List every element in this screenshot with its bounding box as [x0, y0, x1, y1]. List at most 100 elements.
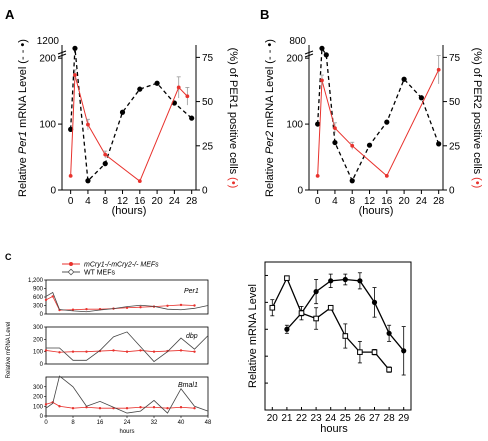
subpanel-per1-title: Per1 — [184, 288, 199, 295]
subpanel-2-y-tick-label-3: 300 — [33, 385, 44, 391]
subpanel-1-series-0-line — [45, 350, 195, 353]
chart-b-y-right-tick-label-3: 75 — [449, 53, 461, 64]
chart-b-series-mrna-line — [316, 46, 440, 183]
subpanel-1-series-0-point-2 — [71, 350, 75, 353]
subpanel-0-y-tick-label-3: 900 — [33, 287, 44, 293]
chart-c-right-series-0-point-8 — [401, 348, 407, 354]
chart-a-positive-cells-point-2 — [86, 122, 90, 127]
chart-c-right-x-tick-label-0: 20 — [267, 413, 279, 424]
chart-c-right-x-tick-label-5: 25 — [340, 413, 352, 424]
chart-a-axis-break-2 — [57, 53, 67, 58]
chart-c-right-series-0-point-2 — [313, 289, 319, 295]
chart-a-positive-cells-point-6 — [185, 94, 190, 99]
chart-b-mrna-point-3 — [332, 139, 338, 146]
chart-a-x-tick-label-0: 0 — [68, 196, 74, 207]
subpanel-2-series-0-point-4 — [85, 406, 88, 409]
chart-c-left: mCry1-/-mCry2-/- MEFs WT MEFs Per1 dbp B… — [6, 262, 212, 436]
legend-label-cry: mCry1-/-mCry2-/- MEFs — [84, 262, 159, 269]
chart-b-mrna-point-0 — [315, 121, 321, 127]
subpanel-2-y-tick-label-2: 200 — [33, 395, 44, 401]
chart-b-mrna-point-1 — [319, 45, 325, 51]
chart-c-right-series-1-point-7 — [371, 349, 378, 355]
chart-a-y-break-label: 1200 — [37, 36, 60, 47]
chart-c-right-series-1-point-0 — [269, 304, 276, 311]
chart-a-positive-cells-point-0 — [68, 173, 73, 178]
subpanel-1-series-0-point-8 — [152, 350, 156, 353]
chart-a-y-tick-label-2: 200 — [39, 54, 56, 65]
chart-a-mrna-point-8 — [189, 115, 195, 121]
chart-b-mrna-point-4 — [349, 178, 355, 184]
chart-a-x-tick-label-5: 20 — [152, 196, 164, 207]
chart-a-mrna-point-0 — [68, 126, 74, 132]
chart-b-y-label-left: Relative Per2 mRNA Level(- - •) — [264, 39, 276, 197]
chart-c-right-series-1-point-1 — [284, 275, 290, 281]
subpanel-1-series-0-point-0 — [44, 349, 48, 352]
chart-b-y-right-tick-label-0: 0 — [449, 186, 455, 197]
chart-c-right-x-tick-label-4: 24 — [325, 413, 337, 424]
subpanel-0-y-tick-label-2: 600 — [33, 295, 44, 301]
panel-label-b: B — [260, 7, 269, 22]
subpanel-0-series-0-point-0 — [44, 298, 48, 302]
subpanel-2-series-0-point-3 — [71, 407, 75, 410]
chart-c-right-x-tick-label-2: 22 — [296, 413, 308, 424]
chart-a-axis-break-1 — [57, 50, 67, 55]
chart-a-x-tick-label-7: 28 — [186, 196, 198, 207]
subpanel-2-series-0-point-0 — [44, 403, 48, 406]
chart-b-y-break-label: 800 — [289, 36, 306, 47]
chart-b-mrna-point-7 — [401, 76, 407, 82]
chart-a-mrna-point-6 — [154, 80, 160, 86]
chart-c-right-series-1-point-4 — [327, 304, 334, 311]
subpanel-2-series-0-point-12 — [193, 407, 196, 410]
subpanel-0-series-0-point-4 — [85, 307, 88, 311]
chart-b-positive-cells-point-1 — [320, 78, 324, 83]
subpanel-2-series-0-point-7 — [125, 407, 129, 410]
subpanel-0-series-0-point-11 — [179, 303, 183, 307]
chart-b-y-tick-label-2: 200 — [286, 54, 303, 65]
chart-b-mrna-point-6 — [384, 119, 390, 125]
chart-b-x-tick-label-5: 20 — [399, 196, 411, 207]
chart-a-x-tick-label-1: 4 — [85, 196, 91, 207]
panel-label-a: A — [5, 7, 15, 22]
chart-c-right-series-1-point-2 — [298, 310, 305, 316]
chart-c-right-series-0-point-6 — [371, 299, 378, 305]
chart-a-x-tick-label-6: 24 — [169, 196, 181, 207]
chart-b-y-tick-label-0: 0 — [297, 186, 303, 197]
subpanel-1-y-tick-label-1: 100 — [33, 350, 44, 356]
subpanel-0-series-0-point-10 — [166, 304, 169, 307]
chart-a-y-label-left: Relative Per1 mRNA Level(- - •) — [17, 39, 29, 197]
chart-c-left-x-tick-label-2: 16 — [97, 420, 104, 426]
chart-b-x-label: (hours) — [359, 205, 394, 217]
legend-label-wt: WT MEFs — [84, 270, 115, 277]
subpanel-2-series-0-point-10 — [166, 407, 169, 410]
chart-c-left-x-tick-label-0: 0 — [44, 420, 48, 426]
chart-b-positive-cells-point-2 — [333, 126, 337, 131]
subpanel-2-series-0-point-9 — [152, 406, 156, 409]
subpanel-0-series-0-point-8 — [139, 306, 142, 309]
chart-c-right-frame — [264, 261, 412, 411]
chart-a-positive-cells-point-4 — [137, 179, 142, 184]
chart-b-x-tick-label-2: 8 — [349, 196, 355, 207]
subpanel-0-y-tick-label-0: 0 — [40, 312, 44, 318]
chart-b-mrna-point-5 — [366, 142, 373, 148]
chart-a-y-right-tick-label-2: 50 — [202, 97, 214, 108]
chart-b-x-tick-label-4: 16 — [381, 196, 393, 207]
chart-c-right-x-tick-label-7: 27 — [369, 413, 381, 424]
chart-b-x-tick-label-1: 4 — [332, 196, 338, 207]
subpanel-1-y-tick-label-3: 300 — [33, 325, 44, 331]
chart-c-right: 20 21 22 23 24 25 26 27 28 29 hours Relative mRNA… — [247, 261, 412, 435]
subpanel-1-series-0-point-7 — [139, 349, 142, 352]
chart-c-left-y-label: Relative mRNA Level — [6, 322, 12, 379]
chart-c-left-x-tick-label-3: 24 — [124, 420, 131, 426]
chart-a-mrna-point-2 — [85, 178, 91, 184]
chart-a-positive-cells-point-5 — [176, 85, 181, 90]
subpanel-0-y-tick-label-1: 300 — [33, 304, 44, 310]
subpanel-0-series-0-point-7 — [125, 306, 129, 309]
chart-c-right-series-0-point-4 — [342, 276, 348, 283]
subpanel-1-series-0-point-5 — [112, 349, 115, 352]
chart-a-y-right-tick-label-0: 0 — [202, 186, 208, 197]
chart-c-left-x-label: hours — [119, 429, 134, 435]
subpanel-0-series-0-point-3 — [71, 308, 75, 311]
legend: mCry1-/-mCry2-/- MEFs WT MEFs — [62, 262, 159, 277]
